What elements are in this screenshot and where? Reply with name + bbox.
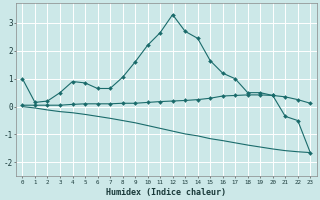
X-axis label: Humidex (Indice chaleur): Humidex (Indice chaleur) [106, 188, 226, 197]
